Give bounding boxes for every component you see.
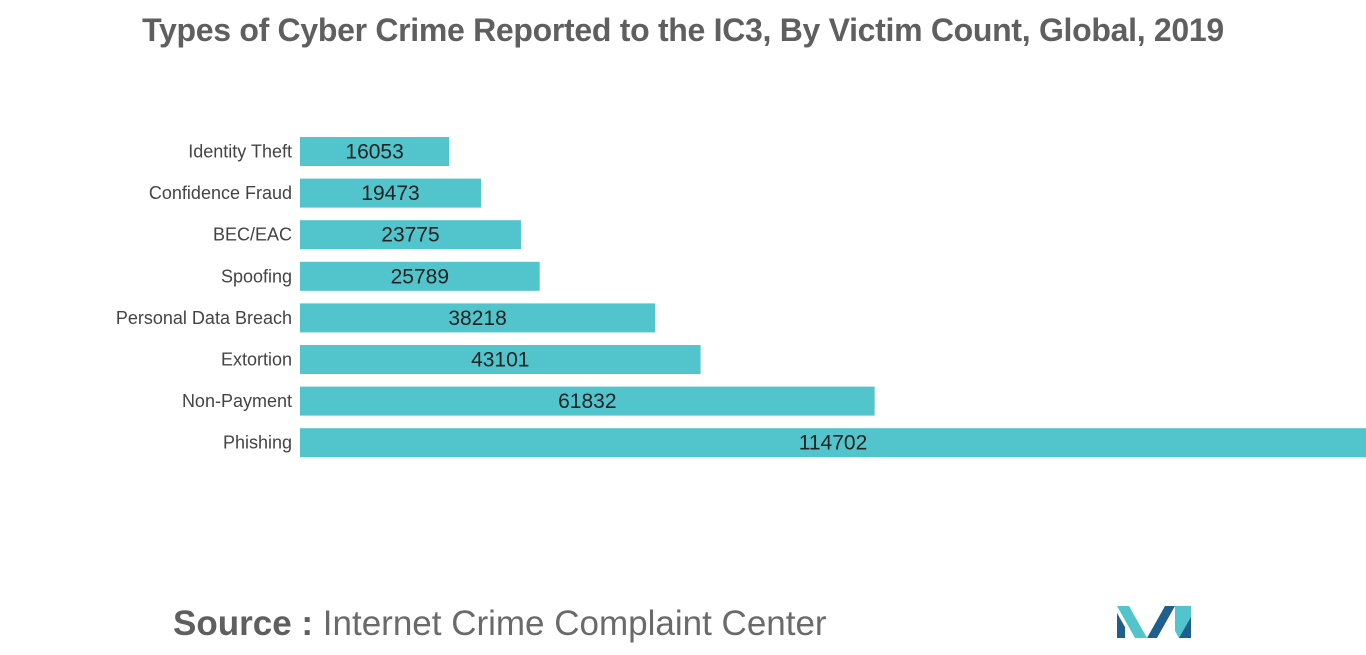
data-label: 19473 [361,182,419,205]
chart-title: Types of Cyber Crime Reported to the IC3… [142,12,1224,48]
category-label: Non-Payment [182,391,292,411]
bar-extortion [300,345,701,374]
data-label: 43101 [471,349,529,372]
logo-right-accent [1179,617,1191,638]
mordor-intelligence-logo-icon [1117,606,1191,638]
source-prefix: Source : [173,604,314,643]
source-note: Source : Internet Crime Complaint Center [173,604,827,644]
category-label: Identity Theft [188,142,292,162]
category-label: Phishing [223,433,292,453]
bar-bec-eac [300,220,521,250]
source-text: Internet Crime Complaint Center [322,604,827,643]
data-label: 38218 [448,307,506,330]
bar-phishing [300,428,1366,458]
category-label: Extortion [221,350,292,370]
bar-non-payment [300,386,875,416]
data-label: 16053 [345,141,403,164]
category-label: Personal Data Breach [116,308,292,328]
category-label: Confidence Fraud [149,183,292,203]
bar-confidence-fraud [300,178,481,208]
bar-chart: Identity Theft 16053 Confidence Fraud 19473… [116,137,1366,458]
category-label: Spoofing [221,266,292,286]
logo-middle-shape [1147,606,1175,638]
logo-left-bar [1117,613,1125,638]
logo-left-shape [1117,606,1147,638]
bar-identity-theft [300,137,450,166]
category-label: BEC/EAC [213,225,292,245]
data-label: 114702 [799,432,868,455]
bar-spoofing [300,261,540,291]
bar-personal-data-breach [300,303,656,333]
data-label: 61832 [558,390,616,413]
data-label: 25789 [391,265,449,288]
data-label: 23775 [381,224,439,247]
